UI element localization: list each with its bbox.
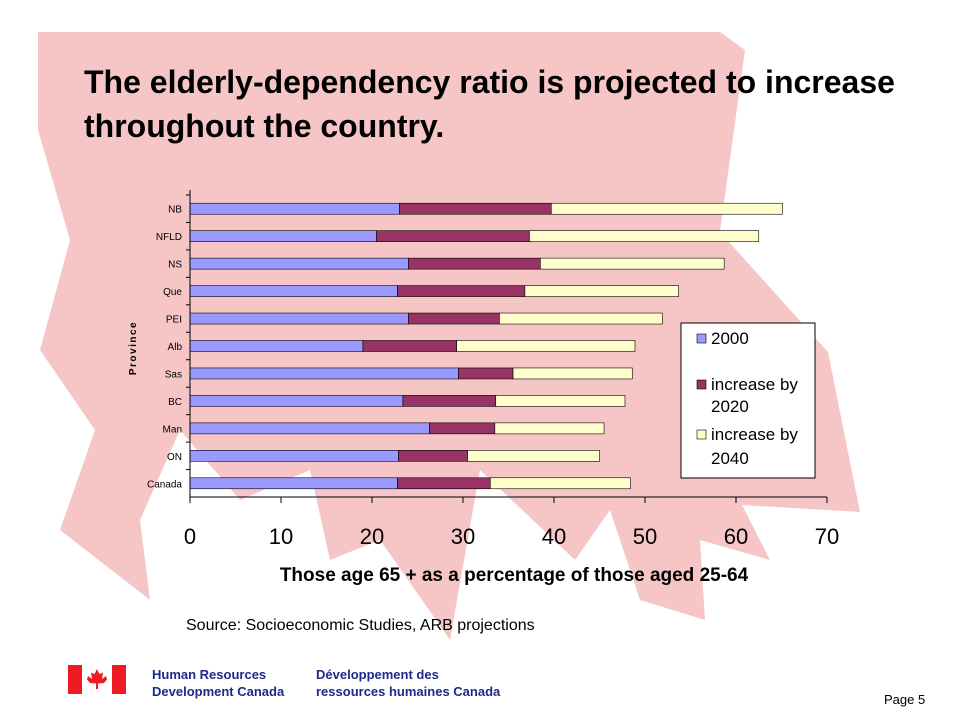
x-tick-label: 50 [633, 524, 657, 549]
x-tick-label: 0 [184, 524, 196, 549]
y-tick-labels: NB NFLD NS Que PEI Alb Sas BC Man ON Canada [147, 194, 190, 490]
bar-nb-series-1 [398, 202, 552, 215]
bar-que-series-2 [524, 285, 679, 297]
legend-items: 2000 increase by 2020 increase by 2040 [696, 329, 798, 468]
bar-nfld-series-0 [189, 230, 377, 242]
bar-on-series-0 [189, 450, 399, 462]
wordmark-fr-line2: ressources humaines Canada [316, 684, 501, 699]
hrdc-wordmark-fr: Développement des ressources humaines Ca… [316, 666, 500, 700]
bar-on-series-1 [398, 450, 468, 462]
bar-bc-series-2 [495, 395, 626, 407]
x-axis-label: Those age 65 + as a percentage of those … [280, 565, 749, 586]
y-tick-label: PEI [166, 315, 182, 326]
bar-ns-series-1 [408, 257, 541, 270]
bar-que-series-0 [189, 285, 398, 297]
bar-sas-series-0 [189, 367, 459, 380]
legend-label-1: increase by 2020 [711, 375, 798, 416]
slide-title: The elderly-dependency ratio is projecte… [84, 64, 895, 144]
legend-box [680, 322, 816, 479]
bars-group [189, 202, 783, 490]
bar-nfld-series-1 [376, 230, 530, 242]
bar-que-series-1 [397, 285, 526, 297]
bar-canada-series-0 [189, 477, 398, 490]
source-note: Source: Socioeconomic Studies, ARB proje… [186, 617, 535, 634]
bar-alb-series-2 [456, 340, 636, 352]
legend-swatch-1 [696, 379, 707, 390]
y-tick-label: NB [168, 205, 182, 216]
hrdc-wordmark-en: Human Resources Development Canada [152, 666, 284, 700]
bar-nb-series-0 [189, 202, 400, 215]
y-tick-label: NS [168, 260, 182, 271]
wordmark-en-line1: Human Resources [152, 667, 267, 682]
bar-bc-series-1 [402, 395, 497, 407]
y-tick-label: Que [163, 287, 182, 298]
x-tick-label: 10 [269, 524, 293, 549]
canada-flag-icon [68, 665, 126, 694]
bar-pei-series-2 [499, 312, 663, 325]
legend-swatch-0 [696, 333, 707, 344]
bar-man-series-0 [189, 422, 430, 435]
x-tick-label: 60 [724, 524, 748, 549]
y-tick-label: Canada [147, 479, 182, 490]
y-tick-label: ON [167, 452, 182, 463]
y-tick-label: Alb [168, 342, 183, 353]
y-tick-label: NFLD [156, 232, 182, 243]
y-tick-label: BC [168, 397, 182, 408]
bar-ns-series-0 [189, 257, 409, 270]
bar-pei-series-1 [408, 312, 500, 325]
x-tick-label: 30 [451, 524, 475, 549]
y-tick-label: Sas [165, 369, 182, 380]
page-number: Page 5 [884, 692, 926, 707]
wordmark-en-line2: Development Canada [152, 684, 285, 699]
flag-maple-leaf [87, 669, 107, 689]
bar-man-series-1 [429, 422, 496, 435]
x-tick-label: 70 [815, 524, 839, 549]
flag-right-bar [112, 665, 126, 694]
x-tick-label: 20 [360, 524, 384, 549]
y-tick-label: Man [163, 424, 182, 435]
y-axis-label: Province [128, 321, 139, 375]
bar-alb-series-0 [189, 340, 364, 352]
flag-left-bar [68, 665, 82, 694]
x-axis-group: 0 10 20 30 40 50 60 70 [184, 190, 839, 549]
bar-pei-series-0 [189, 312, 409, 325]
bar-sas-series-2 [512, 367, 633, 380]
legend-label-0: 2000 [711, 329, 749, 348]
bar-alb-series-1 [362, 340, 457, 352]
bar-canada-series-1 [397, 477, 491, 490]
x-tick-label: 40 [542, 524, 566, 549]
legend-swatch-2 [696, 429, 707, 440]
legend-label-2: increase by 2040 [711, 425, 798, 468]
bar-canada-series-2 [489, 477, 631, 490]
wordmark-fr-line1: Développement des [316, 667, 439, 682]
bar-on-series-2 [467, 450, 600, 462]
bar-man-series-2 [494, 422, 605, 435]
bar-nfld-series-2 [529, 230, 760, 242]
bar-sas-series-1 [458, 367, 514, 380]
chart-legend: 2000 increase by 2020 increase by 2040 [680, 322, 816, 479]
bar-bc-series-0 [189, 395, 404, 407]
bar-nb-series-2 [550, 202, 783, 215]
bar-ns-series-2 [540, 257, 725, 270]
